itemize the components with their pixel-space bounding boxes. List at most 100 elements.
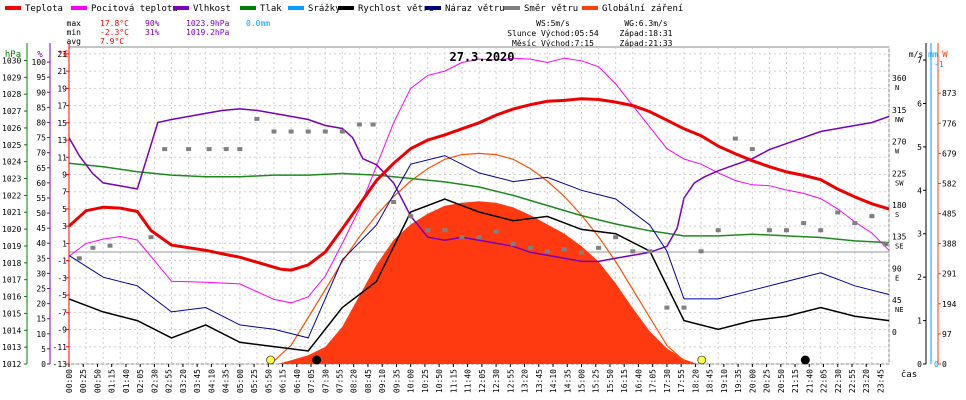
axis-humidity-tick-label: 80 (36, 118, 46, 127)
x-tick-label: 06:15 (279, 369, 288, 393)
axis-hpa-tick-label: 1021 (2, 208, 21, 217)
x-tick-label: 11:40 (464, 369, 473, 393)
axis-hpa-tick-label: 1012 (2, 360, 21, 369)
wind-direction-point (749, 147, 755, 152)
axis-direction-tick-label: 135 (892, 233, 907, 242)
axis-temperature-tick-label: 1 (62, 239, 67, 248)
wind-direction-point (288, 129, 294, 134)
wind-direction-point (818, 228, 824, 233)
stats-value: 90% (145, 19, 160, 28)
axis-humidity-title: % (37, 50, 43, 60)
axis-direction-name: E (895, 274, 899, 282)
axis-rain-tick-label: 0 (934, 360, 939, 369)
legend-label: Rychlost větru (358, 4, 434, 14)
axis-direction-tick-label: 270 (892, 138, 907, 147)
x-tick-label: 10:25 (421, 369, 430, 393)
axis-hpa-title: hPa (5, 50, 21, 60)
x-tick-label: 07:55 (335, 369, 344, 393)
axis-temperature-tick-label: -7 (57, 308, 67, 317)
wind-direction-point (271, 129, 277, 134)
legend-swatch (71, 6, 87, 10)
x-tick-label: 13:45 (535, 369, 544, 393)
wind-direction-point (801, 221, 807, 226)
x-tick-label: 17:30 (663, 369, 672, 393)
axis-temperature-tick-label: 3 (62, 222, 67, 231)
axis-humidity-tick-label: 50 (36, 209, 46, 218)
axis-hpa-tick-label: 1028 (2, 90, 21, 99)
axis-solar-tick-label: 291 (942, 270, 957, 279)
axis-hpa-tick-label: 1024 (2, 158, 21, 167)
x-tick-label: 11:15 (449, 369, 458, 393)
axis-wind-tick-label: 3 (917, 230, 922, 239)
axis-temperature-tick-label: -11 (53, 343, 68, 352)
x-tick-label: 22:30 (834, 369, 843, 393)
humidity-line (68, 108, 890, 263)
wind-direction-point (370, 122, 376, 127)
axis-humidity-tick-label: 100 (32, 58, 47, 67)
x-tick-label: 01:15 (108, 369, 117, 393)
wind-direction-point (425, 228, 431, 233)
axis-wind-tick-label: 4 (917, 186, 922, 195)
axis-humidity-tick-label: 5 (41, 345, 46, 354)
axis-direction-name: NE (895, 306, 903, 314)
axis-solar-tick-label: 388 (942, 240, 957, 249)
x-tick-label: 12:55 (506, 369, 515, 393)
x-tick-label: 04:10 (207, 369, 216, 393)
info-right: WG:6.3m/s (624, 19, 668, 28)
wind-direction-point (715, 228, 721, 233)
wind-direction-point (408, 214, 414, 219)
x-tick-label: 03:20 (179, 369, 188, 393)
axis-humidity-tick-label: 60 (36, 179, 46, 188)
axis-solar-tick-label: 485 (942, 210, 957, 219)
wind-direction-point (732, 136, 738, 141)
axis-humidity-tick-label: 40 (36, 239, 46, 248)
axis-wind-tick-label: 6 (917, 99, 922, 108)
wind-direction-point (698, 249, 704, 254)
axis-humidity-tick-label: 45 (36, 224, 46, 233)
x-tick-label: 20:50 (777, 369, 786, 393)
axis-direction-tick-label: 180 (892, 201, 907, 210)
axis-solar-tick-label: 873 (942, 89, 957, 98)
x-tick-label: 12:30 (492, 369, 501, 393)
x-tick-label: 21:15 (791, 369, 800, 393)
wind-direction-point (76, 256, 82, 261)
legend-label: Pocitová teplota (91, 4, 178, 14)
x-tick-label: 19:35 (734, 369, 743, 393)
axis-solar-tick-label: 679 (942, 149, 957, 158)
wind-direction-point (162, 147, 168, 152)
axis-humidity-tick-label: 90 (36, 88, 46, 97)
x-tick-label: 00:50 (93, 369, 102, 393)
wind-speed-line (68, 198, 890, 352)
wind-direction-point (852, 221, 858, 226)
axis-humidity-tick-label: 0 (41, 360, 46, 369)
axis-temperature-tick-label: 5 (62, 205, 67, 214)
axis-temperature-tick-label: 17 (57, 102, 67, 111)
axis-solar-title: W (942, 50, 948, 60)
x-tick-label: 22:55 (848, 369, 857, 393)
axis-temperature-tick-label: -5 (57, 291, 67, 300)
legend-swatch (288, 6, 304, 10)
x-tick-label: 21:40 (805, 369, 814, 393)
legend-swatch (173, 6, 189, 10)
legend-swatch (5, 6, 21, 10)
x-tick-label: 18:45 (706, 369, 715, 393)
wind-gust-line (68, 155, 890, 339)
wind-direction-point (869, 214, 875, 219)
x-tick-label: 22:05 (820, 369, 829, 393)
x-tick-label: 23:45 (876, 369, 885, 393)
axis-rain-title: mm (928, 50, 938, 59)
wind-direction-point (681, 305, 687, 310)
x-tick-label: 02:05 (136, 369, 145, 393)
axis-direction-name: SW (895, 179, 904, 187)
chart-title: 27.3.2020 (449, 50, 514, 64)
axis-direction-tick-label: 225 (892, 169, 907, 178)
x-tick-label: 15:50 (606, 369, 615, 393)
axis-hpa-tick-label: 1023 (2, 175, 21, 184)
wind-direction-point (237, 147, 243, 152)
solar-radiation-area (69, 201, 889, 364)
axis-direction-tick-label: 90 (892, 264, 902, 273)
x-tick-label: 07:05 (307, 369, 316, 393)
wind-direction-point (186, 147, 192, 152)
x-tick-label: 02:55 (165, 369, 174, 393)
wind-direction-point (883, 242, 889, 247)
